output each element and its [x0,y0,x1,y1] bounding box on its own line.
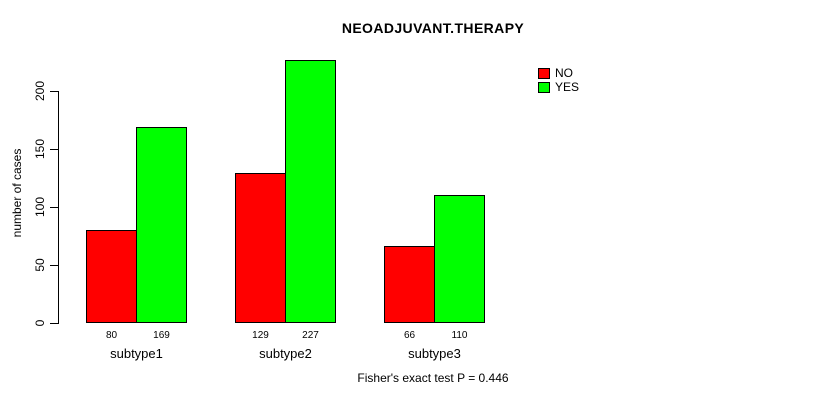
y-tick-mark [50,207,58,208]
legend: NO YES [538,66,579,94]
bar-value-label: 227 [302,330,319,341]
annotation-text: Fisher's exact test P = 0.446 [357,371,509,385]
y-tick-label: 150 [33,138,47,160]
chart-title: NEOADJUVANT.THERAPY [341,20,525,36]
bar-subtype2-yes [285,60,336,323]
y-tick-mark [50,149,58,150]
y-tick-label: 200 [33,80,47,102]
legend-label: NO [555,66,573,80]
y-axis-line [58,91,59,324]
bar-value-label: 129 [252,330,269,341]
y-tick-mark [50,323,58,324]
bar-value-label: 169 [153,330,170,341]
legend-item-yes: YES [538,80,579,94]
bar-subtype3-yes [434,195,485,323]
bar-subtype1-yes [136,127,187,323]
y-tick-mark [50,265,58,266]
x-category-label-subtype2: subtype2 [259,346,312,361]
legend-item-no: NO [538,66,579,80]
y-tick-label: 0 [33,319,47,327]
bar-value-label: 110 [451,330,468,341]
x-category-label-subtype1: subtype1 [110,346,163,361]
bar-value-label: 66 [403,330,416,341]
bar-subtype1-no [86,230,137,323]
y-tick-mark [50,91,58,92]
x-category-label-subtype3: subtype3 [408,346,461,361]
legend-swatch-no [538,67,550,79]
legend-label: YES [555,80,580,94]
y-tick-label: 50 [33,258,47,272]
bar-subtype2-no [235,173,286,323]
bar-subtype3-no [384,246,435,323]
bar-value-label: 80 [105,330,118,341]
legend-swatch-yes [538,81,550,93]
y-axis-label: number of cases [10,148,24,238]
y-tick-label: 100 [33,196,47,218]
